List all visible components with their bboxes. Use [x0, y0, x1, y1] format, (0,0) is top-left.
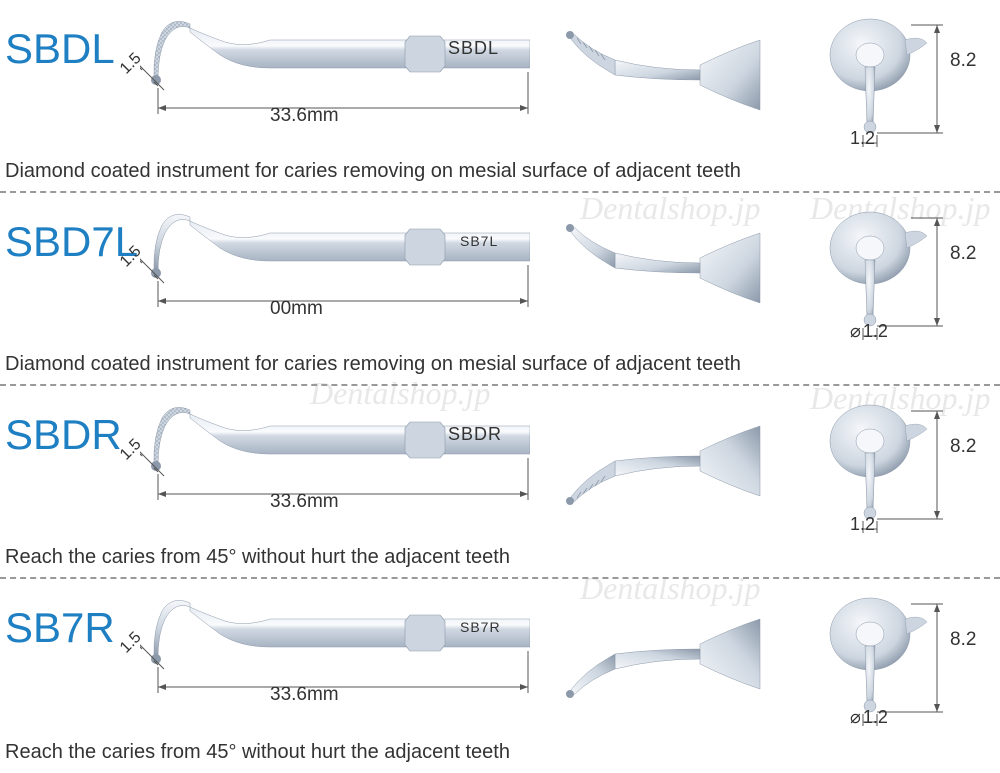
shank-engraving-label: SB7L: [460, 233, 498, 249]
top-view-diagram: [555, 213, 765, 323]
length-label: 33.6mm: [270, 105, 339, 127]
side-view-diagram: [140, 203, 530, 313]
product-description: Reach the caries from 45° without hurt t…: [5, 741, 510, 764]
top-view-diagram: [555, 599, 765, 709]
side-view-diagram: [140, 396, 530, 506]
product-row: SBDR: [0, 386, 1000, 579]
front-view-diagram: [815, 594, 980, 724]
top-view-diagram: [555, 406, 765, 516]
length-label: 33.6mm: [270, 684, 339, 706]
length-label: 33.6mm: [270, 491, 339, 513]
product-name: SBDL: [5, 25, 115, 73]
shank-engraving-label: SBDL: [448, 38, 499, 59]
product-description: Diamond coated instrument for caries rem…: [5, 353, 741, 376]
shank-engraving-label: SB7R: [460, 619, 501, 635]
top-view-diagram: [555, 20, 765, 130]
side-view-diagram: [140, 10, 530, 120]
width-label: 1.2: [850, 707, 888, 728]
height-label: 8.2: [950, 243, 976, 265]
product-name: SBDR: [5, 411, 122, 459]
product-row: SBDL: [0, 0, 1000, 193]
product-description: Reach the caries from 45° without hurt t…: [5, 546, 510, 569]
front-view-diagram: [815, 15, 980, 145]
front-view-diagram: [815, 401, 980, 531]
width-label: 1.2: [850, 128, 875, 149]
height-label: 8.2: [950, 436, 976, 458]
product-row: SBD7L: [0, 193, 1000, 386]
product-row: SB7R: [0, 579, 1000, 772]
width-label: 1.2: [850, 321, 888, 342]
height-label: 8.2: [950, 50, 976, 72]
height-label: 8.2: [950, 629, 976, 651]
shank-engraving-label: SBDR: [448, 424, 502, 445]
product-description: Diamond coated instrument for caries rem…: [5, 160, 741, 183]
product-name: SB7R: [5, 604, 115, 652]
length-label: 00mm: [270, 298, 323, 320]
width-label: 1.2: [850, 514, 875, 535]
front-view-diagram: [815, 208, 980, 338]
side-view-diagram: [140, 589, 530, 699]
